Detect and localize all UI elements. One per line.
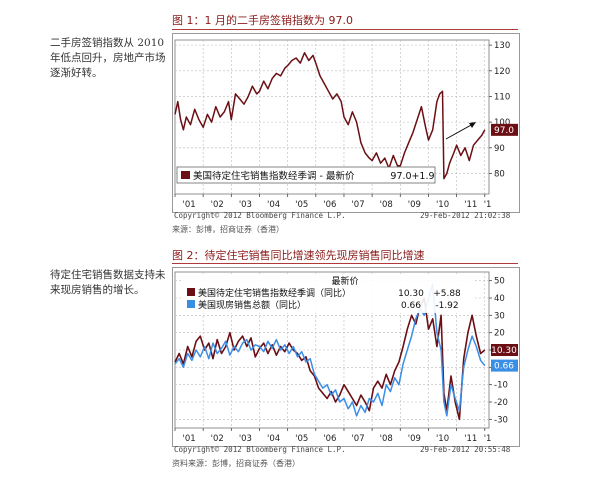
figure2-series	[174, 283, 486, 421]
c2-xtick-label: '08	[380, 434, 393, 444]
figure2-legend-label-1: 美国待定住宅销售指数经季调（同比）	[198, 287, 351, 299]
figure2-legend-last-1: 10.30	[398, 289, 424, 299]
c2-xtick-label: '11	[464, 434, 477, 444]
figure1-note-line-3: 逐渐好转。	[50, 67, 103, 79]
figure2-last-value-label-1: 10.30	[491, 346, 517, 356]
c1-ytick-label: 130	[494, 41, 510, 51]
c1-xtick-label: '03	[239, 200, 252, 210]
c2-xtick-label: '03	[239, 434, 252, 444]
c2-xtick-label: '09	[408, 434, 421, 444]
figure2-legend-last-2: 0.66	[401, 301, 421, 311]
c2-xtick-label: '01	[183, 434, 196, 444]
figure1-legend: 美国待定住宅销售指数经季调 - 最新价 97.0 +1.9	[176, 166, 436, 184]
c1-xtick-label: '04	[267, 200, 280, 210]
c1-xtick-label: '05	[295, 200, 308, 210]
c2-xtick-label: '07	[351, 434, 364, 444]
figure1-side-note: 二手房签销指数从 2010 年低点回升，房地产市场 逐渐好转。	[50, 36, 168, 81]
c2-xtick-label: '1	[484, 434, 492, 444]
figure1-note-line-2: 年低点回升，房地产市场	[50, 52, 166, 64]
trend-arrow-icon	[445, 122, 476, 140]
figure1-chart: 80 90 100 110 120 130 '01 '02 '03 '04 '05 '06 '07 '08…	[172, 33, 520, 213]
figure2-source: 资料来源：彭博，招商证券（香港）	[172, 459, 300, 468]
figure1-source: 来源：彭博，招商证券（香港）	[172, 225, 284, 234]
figure2-legend: 最新价 美国待定住宅销售指数经季调（同比） 10.30 +5.88 美国现房销售…	[183, 275, 473, 313]
figure2-last-value-tag-2: 0.66	[491, 359, 518, 372]
figure1-axis: 80 90 100 110 120 130 '01 '02 '03 '04 '05 '06 '07 '08…	[174, 41, 510, 210]
figure1-legend-swatch	[181, 171, 190, 179]
c2-ytick-label: 40	[494, 294, 505, 304]
figure1-last-value-label: 97.0	[494, 126, 514, 136]
c1-xtick-label: '08	[380, 200, 393, 210]
c2-ytick-label: -30	[494, 415, 508, 425]
figure2-timestamp: 29-Feb-2012 20:55:48	[420, 445, 511, 454]
c2-xtick-label: '10	[436, 434, 449, 444]
figure2-legend-swatch-1	[187, 288, 195, 296]
page-header-strip	[0, 0, 595, 4]
figure2-legend-header: 最新价	[331, 275, 358, 287]
figure1-rule	[172, 29, 518, 30]
figure1-last-value-tag: 97.0	[491, 123, 518, 136]
c2-ytick-label: -20	[494, 398, 508, 408]
figure1-legend-last: 97.0	[390, 171, 411, 182]
figure1-series	[174, 52, 486, 180]
figure2-rule	[172, 263, 518, 264]
c2-series-line-1	[174, 297, 486, 421]
c2-ytick-label: 30	[494, 311, 505, 321]
c1-xtick-label: '02	[211, 200, 224, 210]
figure2-last-value-tag-1: 10.30	[491, 344, 518, 356]
figure1-note-line-1: 二手房签销指数从 2010	[50, 37, 165, 49]
c1-xtick-label: '1	[484, 200, 492, 210]
c1-xtick-label: '10	[436, 200, 449, 210]
figure2-side-note: 待定住宅销售数据支持未 来现房销售的增长。	[50, 268, 170, 298]
c1-plot-frame	[174, 39, 490, 195]
c1-ytick-label: 80	[494, 169, 505, 179]
c1-ytick-label: 120	[494, 67, 510, 77]
figure1-copyright: Copyright© 2012 Bloomberg Finance L.P.	[174, 211, 346, 220]
figure2-copyright: Copyright© 2012 Bloomberg Finance L.P.	[174, 445, 346, 454]
c2-ytick-label: 50	[494, 277, 505, 287]
c1-xtick-label: '11	[464, 200, 477, 210]
c1-xtick-label: '01	[183, 200, 196, 210]
c1-ytick-label: 110	[494, 92, 510, 102]
figure2-legend-swatch-2	[187, 300, 195, 308]
figure1-legend-change: +1.9	[411, 171, 434, 182]
figure1-legend-label: 美国待定住宅销售指数经季调 - 最新价	[193, 170, 355, 182]
figure2-legend-change-1: +5.88	[433, 289, 461, 299]
c2-xtick-label: '05	[295, 434, 308, 444]
c2-xtick-label: '06	[323, 434, 336, 444]
c1-xtick-label: '07	[351, 200, 364, 210]
c1-series-line-1	[174, 52, 486, 180]
figure2-axis: -30-20-1001020304050'01'02'03'04'05'06'0…	[174, 277, 508, 444]
c1-ytick-label: 90	[494, 144, 505, 154]
figure2-legend-label-2: 美国现房销售总额（同比）	[198, 299, 306, 311]
c1-xtick-label: '09	[408, 200, 421, 210]
c2-ytick-label: -10	[494, 381, 508, 391]
figure2-last-value-label-2: 0.66	[494, 362, 514, 372]
figure1-timestamp: 29-Feb-2012 21:02:38	[420, 211, 511, 220]
figure1-title: 图 1：1 月的二手房签销指数为 97.0	[172, 14, 353, 27]
c2-xtick-label: '04	[267, 434, 280, 444]
c2-xtick-label: '02	[211, 434, 224, 444]
figure2-legend-change-2: -1.92	[435, 301, 458, 311]
figure2-note-line-1: 待定住宅销售数据支持未	[50, 269, 166, 281]
c2-ytick-label: 20	[494, 329, 505, 339]
figure2-note-line-2: 来现房销售的增长。	[50, 284, 145, 296]
c2-series-line-2	[174, 283, 486, 417]
figure2-title: 图 2：待定住宅销售同比增速领先现房销售同比增速	[172, 249, 425, 262]
c1-xtick-label: '06	[323, 200, 336, 210]
figure2-chart: -30-20-1001020304050'01'02'03'04'05'06'0…	[172, 267, 520, 447]
c1-ytick-label: 100	[494, 118, 510, 128]
